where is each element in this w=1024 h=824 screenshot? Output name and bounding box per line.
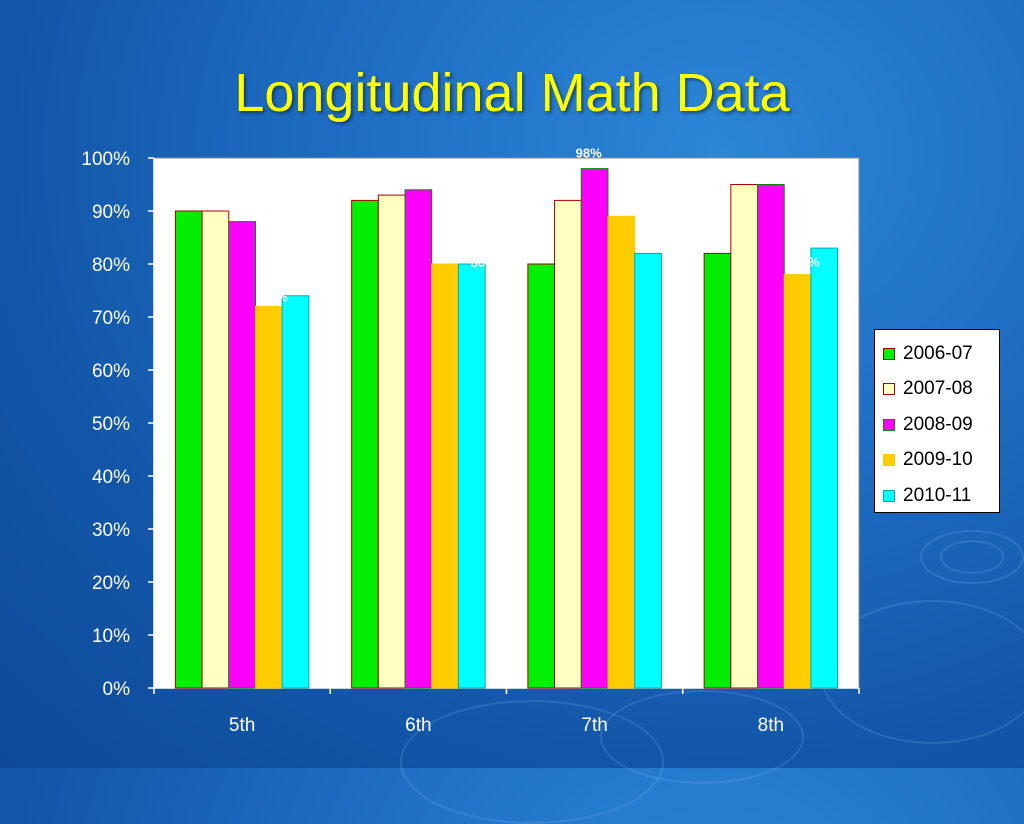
data-label: 89% [621,192,647,207]
legend-swatch-icon [883,489,895,502]
bar [607,215,636,689]
data-label: 80% [523,246,549,261]
data-label: 74% [296,276,322,291]
legend-item: 2010-11 [883,478,999,514]
x-tick-label: 8th [758,715,784,736]
ripple-decoration [920,530,1024,584]
bar [703,252,732,689]
legend-swatch-icon [883,347,895,360]
bar [757,184,785,689]
data-label: 93% [379,168,405,183]
y-tick-label: 70% [92,308,130,329]
legend-label: 2007-08 [903,378,973,400]
y-tick-label: 20% [92,573,130,594]
data-label: 94% [415,163,441,178]
data-label: 88% [238,206,264,221]
y-tick-label: 90% [92,202,130,223]
legend-label: 2010-11 [903,484,972,506]
y-tick-label: 10% [92,626,130,647]
slide-title: Longitudinal Math Data [234,63,790,123]
bar [810,247,839,689]
data-label: 80% [436,248,462,263]
legend-label: 2006-07 [903,342,973,364]
bar [580,168,609,689]
y-tick-label: 60% [92,361,130,382]
data-label: 80% [471,255,497,270]
y-tick-label: 30% [92,520,130,541]
bar [730,184,759,689]
bar [174,210,203,689]
bar [228,221,256,689]
data-label: 78% [794,255,820,270]
bar [554,199,582,689]
bar [431,263,459,689]
data-label: 83% [824,228,850,243]
data-label: 95% [761,169,787,184]
legend-swatch-icon [883,418,895,431]
data-label: 92% [348,182,374,197]
y-tick-label: 50% [92,414,130,435]
bar [254,305,283,689]
data-label: 92% [555,175,581,190]
legend-swatch-icon [883,454,895,467]
bar-chart: 0% 10% 20% 30% 40% 50% 60% 70% 80% 90% 100% 5th 6th 7… [81,146,860,736]
bar [634,252,662,689]
data-label: 90% [174,189,200,204]
x-tick-label: 5th [229,715,255,736]
bar [351,199,379,689]
data-label: 82% [648,227,674,242]
bar [201,210,230,689]
data-label: 82% [698,230,724,245]
data-label: 72% [262,289,288,304]
bar [527,263,556,689]
y-tick-label: 80% [92,255,130,276]
legend-label: 2009-10 [903,449,973,471]
legend-item: 2007-08 [883,372,999,408]
bar [404,189,433,689]
legend-swatch-icon [883,383,895,396]
data-label: 98% [576,146,602,161]
y-tick-label: 0% [103,679,131,700]
x-tick-label: 6th [405,715,431,736]
legend-item: 2009-10 [883,443,999,479]
data-label: 90% [207,193,233,208]
bar [377,194,406,689]
y-tick-label: 40% [92,467,130,488]
legend-label: 2008-09 [903,413,973,435]
y-tick-label: 100% [81,149,130,170]
x-tick-label: 7th [581,715,607,736]
data-label: 95% [731,168,757,183]
bar [281,295,310,689]
bar [783,274,812,689]
chart-legend: 2006-07 2007-08 2008-09 2009-10 2010-11 [874,329,1000,513]
legend-item: 2006-07 [883,336,999,372]
legend-item: 2008-09 [883,407,999,443]
bar [457,263,486,689]
